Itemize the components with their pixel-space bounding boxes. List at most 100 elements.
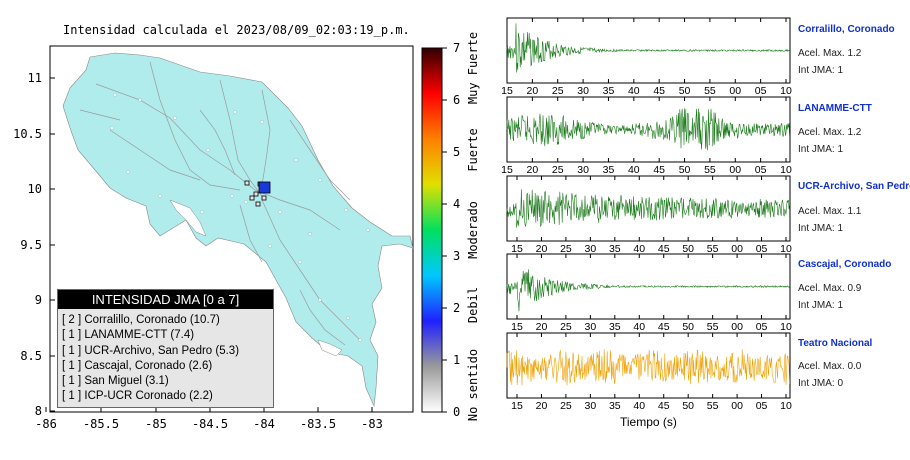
- trace-tick-label: 50: [682, 400, 694, 412]
- trace-tick-label: 45: [653, 164, 665, 176]
- trace-tick-label: 20: [536, 321, 548, 333]
- colorbar-labels: No sentido Debil Moderado Fuerte Muy Fuerte: [466, 32, 480, 421]
- legend-item: [ 1 ] UCR-Archivo, San Pedro (5.3): [62, 344, 240, 357]
- colorbar-tick-label: 0: [453, 405, 460, 419]
- trace-panel: 15 20 25 30 35 40 45 50 55 00 05 10: [506, 253, 792, 333]
- trace-jma: Int JMA: 1: [798, 223, 844, 234]
- map-x-axis: -86 -85.5 -85 -84.5 -84 -83.5 -83: [35, 407, 383, 431]
- trace-waveform: [506, 23, 790, 73]
- colorbar-category-label: Muy Fuerte: [466, 32, 480, 104]
- trace-tick-label: 00: [731, 321, 743, 333]
- map-y-tick-label: 8: [35, 404, 42, 418]
- map-y-tick-label: 9: [35, 293, 42, 307]
- trace-accel: Acel. Max. 0.9: [798, 283, 862, 294]
- trace-tick-label: 35: [609, 243, 621, 255]
- colorbar-category-label: No sentido: [466, 349, 480, 421]
- map-x-tick-label: -83: [361, 417, 383, 431]
- trace-tick-label: 20: [527, 85, 539, 97]
- map-x-tick-label: -84.5: [192, 417, 228, 431]
- trace-waveform: [506, 349, 790, 386]
- trace-station-name: Corralillo, Coronado: [798, 24, 895, 35]
- trace-tick-label: 15: [501, 85, 513, 97]
- trace-jma: Int JMA: 1: [798, 65, 844, 76]
- trace-tick-label: 10: [780, 164, 792, 176]
- trace-station-name: LANAMME-CTT: [798, 103, 872, 114]
- trace-tick-label: 45: [658, 400, 670, 412]
- trace-tick-label: 00: [729, 85, 741, 97]
- colorbar-category-label: Fuerte: [466, 128, 480, 171]
- trace-tick-label: 45: [658, 243, 670, 255]
- trace-accel: Acel. Max. 1.2: [798, 127, 862, 138]
- road-lines: [79, 61, 361, 346]
- peninsula-coast: [317, 339, 343, 357]
- gulf-water: [169, 199, 207, 237]
- trace-tick-label: 55: [704, 85, 716, 97]
- map-y-tick-label: 11: [28, 71, 42, 85]
- trace-tick-label: 55: [707, 321, 719, 333]
- map-x-tick-label: -86: [35, 417, 57, 431]
- trace-waveform: [506, 269, 790, 312]
- epicenter-marker: [258, 181, 271, 194]
- colorbar-tick-label: 4: [453, 197, 460, 211]
- colorbar-tick-label: 5: [453, 145, 460, 159]
- trace-tick-label: 35: [609, 400, 621, 412]
- map-x-tick-label: -84: [253, 417, 275, 431]
- intensity-colorbar: 0 1 2 3 4 5 6 7 No sentido Debil Moderado Fuerte Mu…: [421, 32, 480, 421]
- trace-tick-label: 40: [633, 243, 645, 255]
- trace-tick-label: 25: [560, 321, 572, 333]
- trace-tick-label: 50: [682, 321, 694, 333]
- trace-tick-label: 10: [780, 243, 792, 255]
- trace-tick-label: 45: [653, 85, 665, 97]
- colorbar-gradient: [421, 47, 443, 413]
- trace-tick-label: 15: [511, 243, 523, 255]
- trace-jma: Int JMA: 0: [798, 378, 844, 389]
- trace-waveform: [506, 108, 790, 151]
- trace-tick-label: 35: [603, 85, 615, 97]
- colorbar-tick-label: 1: [453, 353, 460, 367]
- trace-tick-label: 00: [731, 400, 743, 412]
- trace-tick-label: 25: [552, 164, 564, 176]
- trace-tick-label: 20: [536, 243, 548, 255]
- trace-station-name: Cascajal, Coronado: [798, 259, 892, 270]
- trace-tick-label: 25: [560, 400, 572, 412]
- trace-tick-label: 10: [780, 400, 792, 412]
- trace-tick-label: 50: [682, 243, 694, 255]
- trace-jma: Int JMA: 1: [798, 144, 844, 155]
- trace-tick-label: 40: [628, 164, 640, 176]
- trace-tick-label: 35: [609, 321, 621, 333]
- trace-tick-label: 20: [536, 400, 548, 412]
- map-y-tick-label: 10: [28, 182, 42, 196]
- trace-tick-label: 00: [731, 243, 743, 255]
- colorbar-tick-label: 7: [453, 41, 460, 55]
- trace-tick-label: 05: [756, 400, 768, 412]
- trace-tick-label: 15: [501, 164, 513, 176]
- trace-tick-label: 30: [585, 400, 597, 412]
- trace-waveform: [506, 189, 790, 228]
- trace-accel: Acel. Max. 1.1: [798, 206, 862, 217]
- trace-station-name: UCR-Archivo, San Pedro: [798, 181, 910, 192]
- trace-panel: 15 20 25 30 35 40 45 50 55 00 05 10: [506, 332, 792, 412]
- trace-tick-label: 40: [633, 400, 645, 412]
- trace-jma: Int JMA: 1: [798, 300, 844, 311]
- trace-tick-label: 50: [679, 85, 691, 97]
- page-title: Intensidad calculada el 2023/08/09_02:03…: [63, 23, 410, 37]
- town-dots: [110, 93, 370, 342]
- trace-tick-label: 40: [628, 85, 640, 97]
- trace-panel: 15 20 25 30 35 40 45 50 55 00 05 10: [501, 17, 792, 97]
- trace-panel: 15 20 25 30 35 40 45 50 55 00 05 10: [501, 96, 792, 176]
- trace-panel: 15 20 25 30 35 40 45 50 55 00 05 10: [506, 175, 792, 255]
- map-y-tick-label: 10.5: [13, 127, 42, 141]
- intensity-legend: INTENSIDAD JMA [0 a 7] [ 2 ] Corralillo,…: [57, 289, 274, 408]
- trace-accel: Acel. Max. 1.2: [798, 48, 862, 59]
- colorbar-tick-label: 6: [453, 93, 460, 107]
- trace-station-name: Teatro Nacional: [798, 338, 873, 349]
- trace-tick-label: 25: [560, 243, 572, 255]
- colorbar-ticks: 0 1 2 3 4 5 6 7: [442, 41, 460, 419]
- legend-item: [ 1 ] Cascajal, Coronado (2.6): [62, 359, 213, 372]
- trace-tick-label: 30: [577, 85, 589, 97]
- legend-title: INTENSIDAD JMA [0 a 7]: [58, 290, 273, 309]
- trace-tick-label: 05: [755, 85, 767, 97]
- map-x-tick-label: -85: [145, 417, 167, 431]
- trace-tick-label: 45: [658, 321, 670, 333]
